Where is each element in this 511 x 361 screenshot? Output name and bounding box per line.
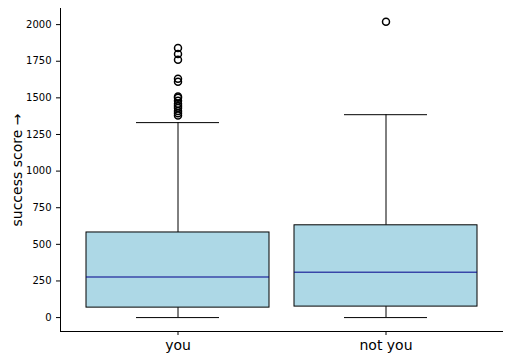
svg-text:you: you — [165, 337, 191, 353]
svg-text:1750: 1750 — [26, 55, 51, 66]
svg-text:1250: 1250 — [26, 129, 51, 140]
svg-text:500: 500 — [32, 239, 51, 250]
svg-text:1500: 1500 — [26, 92, 51, 103]
svg-text:0: 0 — [45, 312, 51, 323]
svg-text:not you: not you — [359, 337, 412, 353]
svg-text:1000: 1000 — [26, 165, 51, 176]
svg-text:2000: 2000 — [26, 19, 51, 30]
svg-text:750: 750 — [32, 202, 51, 213]
svg-text:success score →: success score → — [9, 113, 25, 226]
svg-text:250: 250 — [32, 275, 51, 286]
